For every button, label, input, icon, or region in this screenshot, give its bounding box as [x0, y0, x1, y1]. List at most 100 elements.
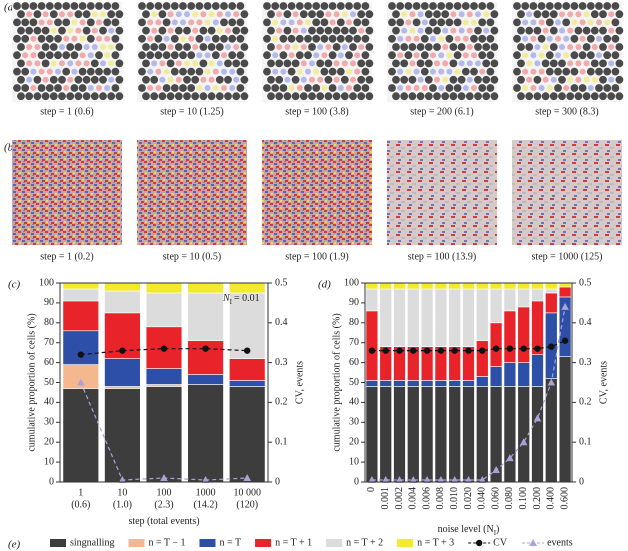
cell — [115, 92, 124, 101]
cell — [228, 34, 237, 43]
cell — [299, 92, 308, 101]
cell — [615, 75, 624, 84]
cell — [312, 2, 321, 10]
annotation-text: = 0.01 — [234, 293, 260, 304]
bar-segment — [407, 386, 420, 483]
cell — [538, 68, 545, 75]
cell — [309, 60, 315, 67]
cell — [228, 18, 237, 27]
cell — [196, 85, 203, 91]
bar-segment — [531, 288, 544, 302]
bar-segment — [558, 356, 572, 483]
cell — [324, 26, 333, 35]
cell — [392, 75, 400, 84]
events-marker — [368, 476, 376, 484]
cell — [466, 11, 473, 18]
bar-segment — [462, 386, 475, 483]
cell — [192, 11, 199, 18]
cell — [159, 60, 166, 67]
cell — [151, 60, 158, 67]
cell — [559, 27, 565, 34]
cell — [546, 35, 553, 42]
y2-tick-label: 0.3 — [275, 357, 288, 368]
cell — [37, 34, 46, 43]
cell — [199, 92, 208, 101]
cell — [82, 10, 91, 19]
cell — [99, 75, 107, 84]
y-tick-label: 100 — [39, 277, 54, 288]
cell — [525, 26, 534, 35]
cell — [304, 34, 312, 43]
cell — [526, 11, 533, 18]
cell — [345, 2, 353, 10]
cell — [79, 35, 86, 42]
cell — [479, 68, 486, 75]
cell — [458, 27, 465, 34]
cell — [100, 60, 106, 67]
cell — [430, 68, 436, 75]
cell — [192, 44, 199, 50]
cell — [279, 34, 288, 43]
bar-segment — [420, 380, 434, 387]
cell — [595, 2, 603, 10]
cell — [104, 52, 111, 59]
cell — [240, 10, 249, 19]
cell — [275, 75, 284, 84]
cell — [446, 52, 453, 59]
cell — [420, 67, 429, 76]
cell — [517, 59, 525, 68]
cell — [151, 27, 158, 34]
cell — [530, 85, 537, 91]
cv-marker — [437, 347, 445, 354]
legend-marker — [475, 539, 483, 547]
x-tick-label: 0.400 — [546, 487, 557, 510]
cell — [111, 34, 120, 43]
cell — [300, 27, 307, 34]
bar-segment — [187, 374, 224, 385]
cell — [108, 60, 115, 67]
cell — [71, 35, 78, 42]
caption: step = 100 (3.8) — [285, 106, 348, 117]
cell — [17, 10, 25, 19]
cell — [263, 67, 271, 76]
cell — [66, 92, 75, 101]
cell — [183, 43, 191, 51]
cell — [216, 60, 223, 67]
cell — [365, 26, 374, 35]
cell — [442, 76, 449, 83]
legend-swatch — [255, 539, 272, 547]
cell — [26, 60, 33, 67]
cell — [570, 67, 579, 76]
cell — [392, 43, 400, 51]
cell — [280, 19, 287, 26]
cell — [490, 59, 499, 68]
cell — [586, 34, 595, 43]
cell — [583, 11, 590, 18]
legend-swatch — [50, 539, 66, 547]
cell — [142, 26, 150, 35]
cell — [350, 60, 356, 67]
cell — [545, 18, 554, 27]
cell — [34, 44, 41, 50]
cell — [513, 18, 521, 27]
cell — [582, 43, 591, 51]
lattice-image — [12, 2, 124, 102]
cell — [82, 92, 91, 101]
bar-segment — [365, 288, 379, 312]
cell — [522, 85, 529, 91]
cell — [55, 68, 61, 75]
cell — [158, 43, 167, 51]
cell — [179, 51, 187, 60]
cell — [45, 34, 54, 43]
cell — [263, 34, 271, 43]
events-marker — [395, 476, 404, 484]
cell — [424, 10, 433, 19]
bar-segment — [531, 354, 544, 387]
cell — [58, 92, 66, 101]
bar-segment — [393, 386, 406, 483]
cell — [478, 2, 487, 10]
cell — [316, 26, 325, 35]
cell — [595, 67, 603, 76]
cell — [482, 92, 491, 101]
x-tick-label: 0.040 — [477, 487, 488, 510]
